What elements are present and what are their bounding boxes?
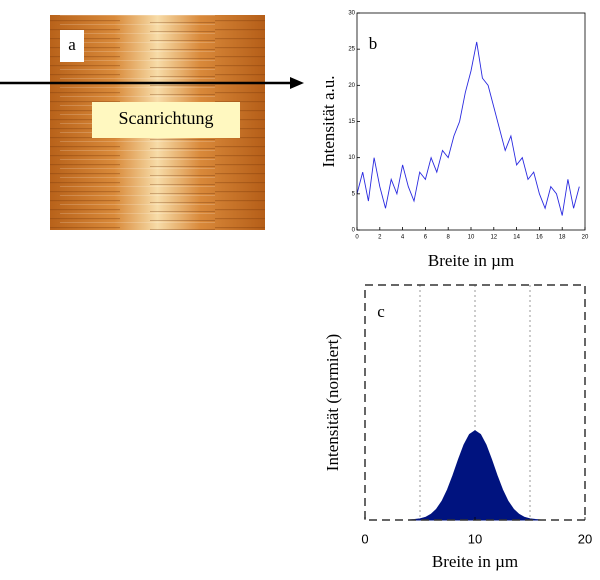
panel-a: a Scanrichtung bbox=[0, 15, 304, 230]
y-axis-label: Intensität (normiert) bbox=[323, 334, 342, 471]
label-box bbox=[60, 30, 84, 62]
x-tick-label: 20 bbox=[578, 531, 592, 546]
y-tick-label: 10 bbox=[348, 155, 355, 161]
x-tick-label: 6 bbox=[424, 235, 428, 241]
y-axis-label: Intensität a.u. bbox=[319, 75, 338, 167]
y-tick-label: 25 bbox=[348, 47, 355, 53]
x-axis-label: Breite in µm bbox=[428, 251, 514, 270]
x-tick-label: 10 bbox=[468, 235, 475, 241]
panel-label: a bbox=[68, 35, 76, 54]
annotation-box bbox=[92, 102, 240, 138]
x-tick-label: 14 bbox=[513, 235, 520, 241]
x-tick-label: 4 bbox=[401, 235, 405, 241]
x-tick-label: 20 bbox=[582, 235, 589, 241]
data-line bbox=[356, 41, 580, 216]
x-axis-label: Breite in µm bbox=[432, 552, 518, 571]
y-tick-label: 30 bbox=[348, 11, 355, 17]
x-tick-label: 10 bbox=[468, 531, 482, 546]
data-area bbox=[408, 430, 542, 521]
x-tick-label: 0 bbox=[361, 531, 368, 546]
x-tick-label: 8 bbox=[447, 235, 451, 241]
x-tick-label: 16 bbox=[536, 235, 543, 241]
y-tick-label: 15 bbox=[348, 119, 355, 125]
x-tick-label: 2 bbox=[378, 235, 382, 241]
x-tick-label: 18 bbox=[559, 235, 566, 241]
arrow-head bbox=[290, 77, 304, 89]
panel-label: b bbox=[369, 34, 378, 53]
y-tick-label: 20 bbox=[348, 83, 355, 89]
x-tick-label: 0 bbox=[355, 235, 359, 241]
y-tick-label: 5 bbox=[352, 191, 356, 197]
plot-frame bbox=[356, 12, 586, 231]
annotation: Scanrichtung bbox=[119, 108, 214, 128]
y-tick-label: 0 bbox=[352, 228, 356, 234]
x-tick-label: 12 bbox=[490, 235, 497, 241]
panel-label: c bbox=[377, 302, 385, 321]
